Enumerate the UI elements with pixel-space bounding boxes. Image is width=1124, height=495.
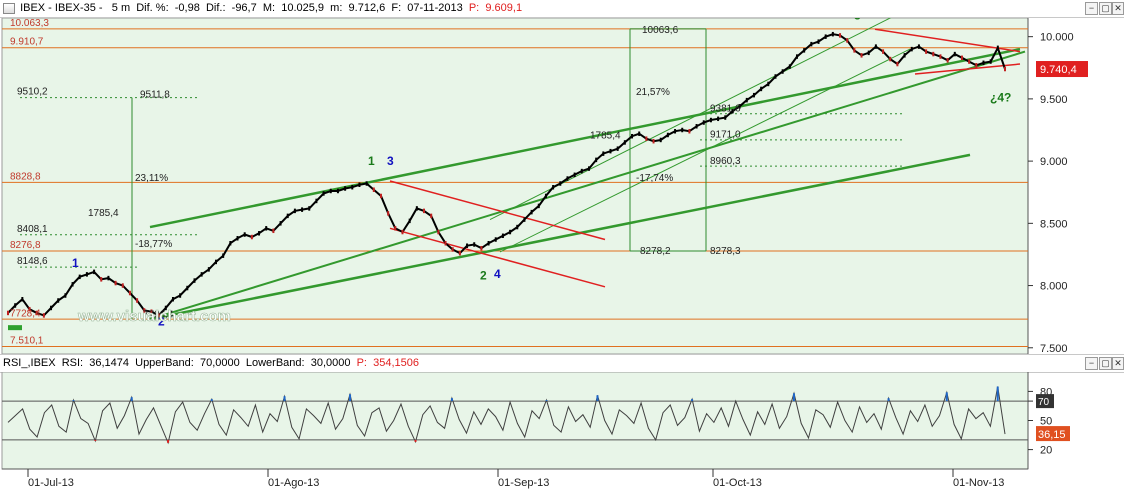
price-level-label: 7728,4 xyxy=(10,308,41,319)
rsi-label: RSI: xyxy=(61,357,84,369)
price-right-label: 1785,4 xyxy=(590,131,621,142)
rsi-y-tick-label: 50 xyxy=(1040,416,1052,428)
price-channel-line xyxy=(149,47,1021,229)
rsi-current-tag xyxy=(1036,426,1070,442)
price-level-label: 8148,6 xyxy=(17,256,48,267)
price-mid-label: 23,11% xyxy=(135,173,168,184)
last-price-tag xyxy=(1036,61,1088,78)
upperband-label: UpperBand: xyxy=(135,357,194,369)
price-series-line xyxy=(7,33,1006,317)
date-value: 07-11-2013 xyxy=(407,2,463,14)
rsi-plot-area xyxy=(1,372,1029,470)
price-chart[interactable]: 10.000 9.500 9.000 8.500 8.000 7.500 10.063,3 9… xyxy=(0,18,1124,354)
max-label: M: xyxy=(262,2,276,14)
rsi-chart[interactable]: 807050207036,1501-Jul-1301-Ago-1301-Sep-… xyxy=(0,372,1124,495)
upperband-value: 70,0000 xyxy=(199,357,240,369)
price-right-label: 9171,0 xyxy=(710,129,741,140)
price-right-label: -17,74% xyxy=(636,173,673,184)
dif-pct-label: Dif. %: xyxy=(136,2,169,14)
dif-value: -96,7 xyxy=(231,2,257,14)
price-y-tick-label: 9.500 xyxy=(1040,94,1068,106)
price-level-label: 9.910,7 xyxy=(10,37,44,48)
price-y-tick-label: 8.000 xyxy=(1040,281,1068,293)
price-channel-line xyxy=(149,153,971,321)
price-mid-label: 9511,8 xyxy=(140,90,170,101)
wave-label: 3 xyxy=(387,154,394,168)
price-right-label: 9381,6 xyxy=(710,103,741,114)
price-y-tick-label: 7.500 xyxy=(1040,343,1068,354)
x-axis-tick-label: 01-Nov-13 xyxy=(953,477,1004,489)
lowerband-value: 30,0000 xyxy=(310,357,351,369)
price-level-label: 10.063,3 xyxy=(10,18,49,29)
price-plot-area xyxy=(1,18,1029,354)
last-price-tag-text: 9.740,4 xyxy=(1040,64,1077,76)
price-mid-label: 1785,4 xyxy=(88,208,119,219)
wave-label: 1 xyxy=(368,154,375,168)
price-level-label: 9510,2 xyxy=(17,87,48,98)
price-mid-label: 7726,4 xyxy=(143,309,174,320)
price-wedge-line xyxy=(389,227,606,288)
watermark: www.visualchart.com xyxy=(77,308,231,325)
price-y-tick-label: 9.000 xyxy=(1040,156,1068,168)
price-channel-line xyxy=(499,48,911,253)
last-price-label: P: xyxy=(468,2,480,14)
price-wedge-line xyxy=(874,28,1021,53)
wave-label: 2 xyxy=(480,268,487,282)
rsi-series-line xyxy=(7,386,1006,445)
price-right-label: 10063,6 xyxy=(642,25,679,36)
x-axis-tick-label: 01-Jul-13 xyxy=(28,477,74,489)
price-y-tick-label: 10.000 xyxy=(1040,32,1074,44)
price-level-label: 7.510,1 xyxy=(10,336,44,347)
price-right-label: 8278,2 xyxy=(640,246,671,257)
close-icon[interactable]: ✕ xyxy=(1112,2,1124,15)
rsi-header-bar: RSI_,IBEX RSI: 36,1474 UpperBand: 70,000… xyxy=(0,354,1124,373)
dif-label: Dif.: xyxy=(205,2,226,14)
x-axis-tick-label: 01-Oct-13 xyxy=(713,477,762,489)
dif-pct-value: -0,98 xyxy=(174,2,200,14)
wave-label: 1 xyxy=(72,256,79,270)
minimize-icon[interactable]: − xyxy=(1085,2,1098,15)
price-header-bar: IBEX - IBEX-35 - 5 m Dif. %: -0,98 Dif.:… xyxy=(0,0,1124,18)
price-level-label: 8276,8 xyxy=(10,240,41,251)
date-label: F: xyxy=(391,2,402,14)
rsi-close-icon[interactable]: ✕ xyxy=(1112,357,1124,370)
price-marker xyxy=(8,325,22,331)
rsi-restore-icon[interactable]: ▢ xyxy=(1099,357,1112,370)
chart-menu-icon[interactable] xyxy=(3,2,15,14)
wave-label: 4 xyxy=(494,267,501,281)
price-level-label: 8828,8 xyxy=(10,171,41,182)
price-right-label: 8278,3 xyxy=(710,246,741,257)
wave-label: 2 xyxy=(158,314,165,328)
price-right-label: 8960,3 xyxy=(710,156,741,167)
price-right-label: 21,57% xyxy=(636,87,670,98)
rsi-current-tag-text: 36,15 xyxy=(1038,429,1066,441)
rsi-minimize-icon[interactable]: − xyxy=(1085,357,1098,370)
min-label: m: xyxy=(330,2,343,14)
price-wedge-line xyxy=(389,180,606,241)
last-price-value: 9.609,1 xyxy=(485,2,523,14)
wave-label: ¿4? xyxy=(990,90,1011,104)
rsi-y-tick-label: 20 xyxy=(1040,445,1052,457)
rsi-upper-tag-text: 70 xyxy=(1038,397,1050,408)
min-value: 9.712,6 xyxy=(348,2,386,14)
x-axis-tick-label: 01-Ago-13 xyxy=(268,477,319,489)
symbol-label: IBEX - IBEX-35 - xyxy=(20,2,103,14)
max-value: 10.025,9 xyxy=(281,2,325,14)
interval-label: 5 m xyxy=(111,2,131,14)
price-channel-line xyxy=(149,50,1026,321)
rsi-upper-tag xyxy=(1036,394,1054,409)
rsi-p-value: 354,1506 xyxy=(373,357,420,369)
x-axis-tick-label: 01-Sep-13 xyxy=(498,477,549,489)
rsi-symbol-label: RSI_,IBEX xyxy=(3,357,56,369)
price-y-tick-label: 8.500 xyxy=(1040,218,1068,230)
price-mid-label: -18,77% xyxy=(135,239,172,250)
restore-icon[interactable]: ▢ xyxy=(1099,2,1112,15)
rsi-p-label: P: xyxy=(356,357,367,369)
wave-label: 3 xyxy=(854,18,861,22)
price-wedge-line xyxy=(914,63,1021,75)
price-level-label: 8408,1 xyxy=(17,224,48,235)
rsi-value: 36,1474 xyxy=(89,357,129,369)
lowerband-label: LowerBand: xyxy=(245,357,305,369)
